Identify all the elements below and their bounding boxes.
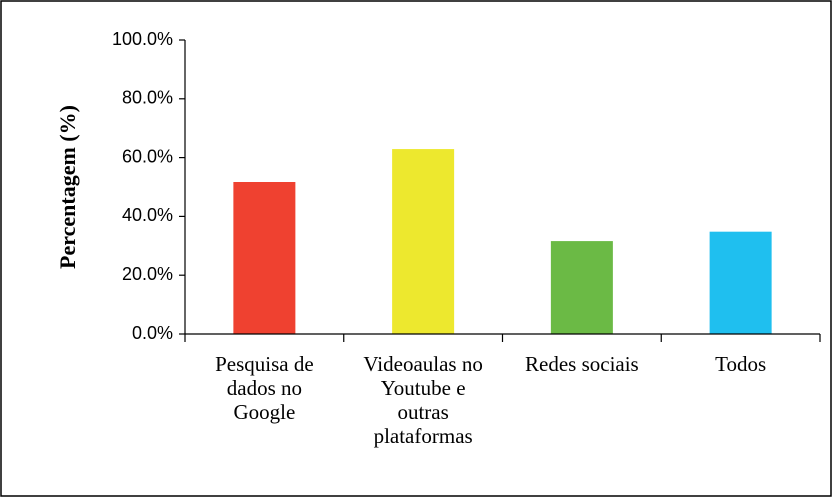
- y-axis-label: Percentagem (%): [55, 105, 80, 269]
- y-tick-label: 0.0%: [132, 323, 173, 343]
- x-tick-label: Todos: [715, 352, 767, 376]
- y-tick-label: 20.0%: [122, 264, 173, 284]
- x-tick-label-box: Todos: [715, 352, 767, 376]
- x-tick-label: Pesquisa de dados no Google: [215, 352, 314, 424]
- y-tick-label: 60.0%: [122, 146, 173, 166]
- x-tick-label-box: Videoaulas no Youtube e outras plataform…: [363, 352, 483, 448]
- bar: [233, 182, 296, 334]
- bar: [392, 149, 455, 334]
- x-tick-label-box: Pesquisa de dados no Google: [215, 352, 314, 424]
- y-tick-label: 40.0%: [122, 205, 173, 225]
- bar: [550, 241, 613, 334]
- bar: [709, 231, 772, 334]
- x-tick-label: Videoaulas no Youtube e outras plataform…: [363, 352, 483, 448]
- y-tick-label: 100.0%: [112, 29, 173, 49]
- y-tick-label: 80.0%: [122, 88, 173, 108]
- x-tick-label-box: Redes sociais: [525, 352, 639, 376]
- x-tick-label: Redes sociais: [525, 352, 639, 376]
